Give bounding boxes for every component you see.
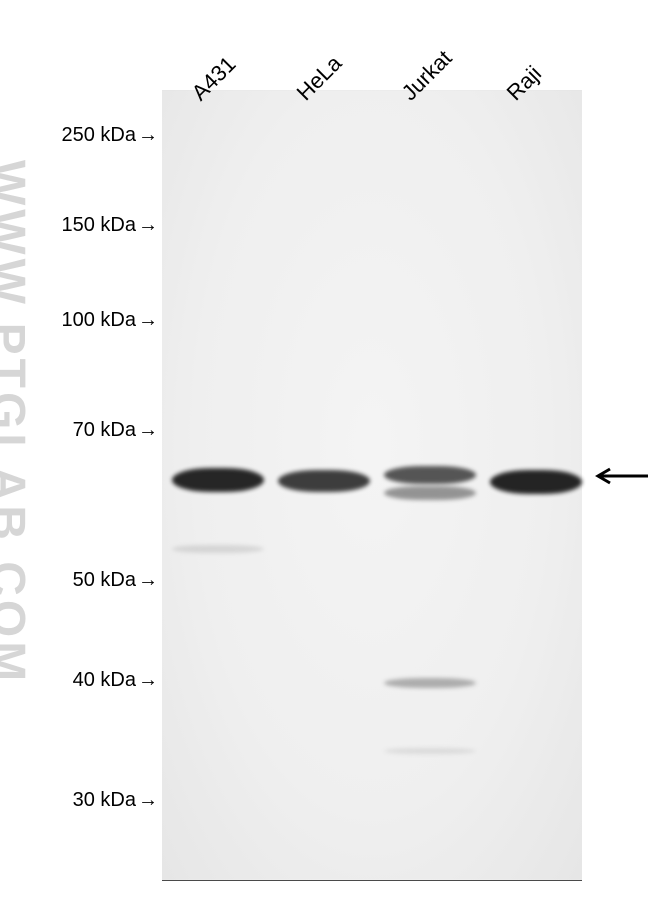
protein-band	[278, 470, 370, 492]
protein-band	[172, 545, 264, 553]
mw-marker: 70 kDa→	[0, 420, 158, 440]
mw-marker: 250 kDa→	[0, 125, 158, 145]
arrow-right-icon: →	[138, 310, 158, 330]
protein-band	[384, 466, 476, 484]
western-blot-figure: A431HeLaJurkatRaji 250 kDa→150 kDa→100 k…	[0, 0, 666, 903]
arrow-right-icon: →	[138, 215, 158, 235]
mw-marker-label: 40 kDa	[73, 669, 136, 692]
mw-marker: 150 kDa→	[0, 215, 158, 235]
mw-marker: 30 kDa→	[0, 790, 158, 810]
protein-band	[490, 470, 582, 494]
protein-band	[384, 748, 476, 754]
protein-band	[384, 678, 476, 688]
mw-marker-label: 250 kDa	[62, 124, 137, 147]
target-band-arrow	[590, 466, 650, 486]
mw-marker-label: 150 kDa	[62, 214, 137, 237]
protein-band	[172, 468, 264, 492]
mw-marker-label: 70 kDa	[73, 419, 136, 442]
mw-marker: 50 kDa→	[0, 570, 158, 590]
arrow-right-icon: →	[138, 790, 158, 810]
protein-band	[384, 486, 476, 500]
arrow-right-icon: →	[138, 420, 158, 440]
mw-marker-label: 50 kDa	[73, 569, 136, 592]
blot-bottom-edge	[162, 880, 582, 881]
arrow-right-icon: →	[138, 670, 158, 690]
arrow-right-icon: →	[138, 570, 158, 590]
mw-marker-label: 30 kDa	[73, 789, 136, 812]
mw-marker: 40 kDa→	[0, 670, 158, 690]
mw-marker: 100 kDa→	[0, 310, 158, 330]
arrow-right-icon: →	[138, 125, 158, 145]
mw-marker-label: 100 kDa	[62, 309, 137, 332]
